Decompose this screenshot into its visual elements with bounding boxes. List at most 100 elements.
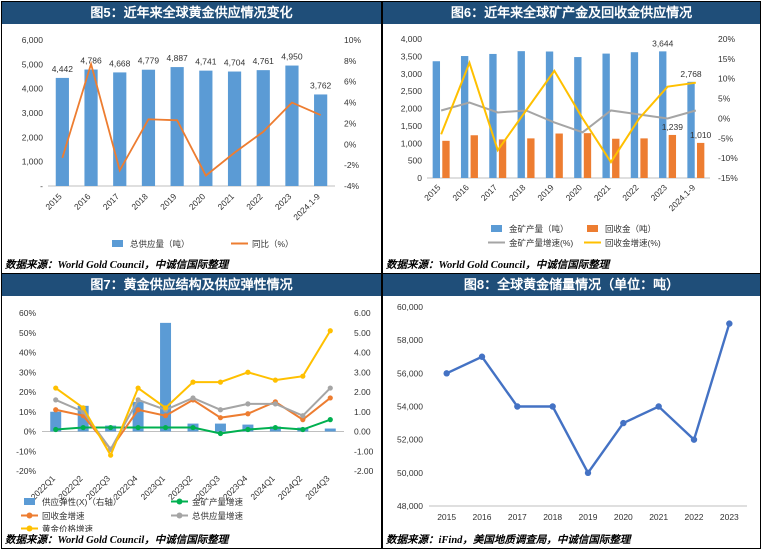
x-tick-label: 2019: [158, 191, 179, 212]
line-gold-price-growth-marker: [108, 452, 114, 458]
y2-axis-tick-label: 6%: [344, 77, 357, 87]
data-label: 4,741: [195, 57, 217, 67]
bar-recycled-gold: [612, 138, 620, 178]
data-label: 2,768: [680, 69, 702, 79]
chart-panel-fig8: 图8：全球黄金储量情况（单位：吨） 60,000 58,000 56,000 54,0…: [382, 273, 761, 549]
y2-axis-tick-label: 10%: [718, 74, 735, 84]
line-total-supply-growth-marker: [217, 407, 224, 413]
line-mine-growth-marker: [190, 424, 196, 431]
x-tick-label: 2018: [129, 191, 150, 212]
bar-total-supply: [199, 70, 213, 186]
bar-mine-production: [460, 56, 469, 179]
line-recycled-growth-marker: [300, 417, 306, 423]
line-total-supply-growth-marker: [53, 397, 59, 403]
fig7-chart: 60% 50% 40% 30% 20% 10% 0% -10% -20% 6.00 5.00 4.00…: [16, 308, 374, 532]
x-tick-label: 2022: [685, 512, 704, 522]
bar-mine-production: [687, 81, 695, 178]
reserve-point: [655, 403, 662, 410]
x-tick-label: 2020: [187, 191, 208, 212]
y2-axis-tick-label: -4%: [344, 181, 360, 191]
bar-recycled-gold: [555, 133, 563, 178]
y2-axis-tick-label: 15%: [718, 54, 735, 64]
bar-supply-elasticity: [324, 428, 336, 432]
x-tick-label: 2022: [244, 191, 265, 212]
source-note: 数据来源：World Gold Council，中诚信国际整理: [5, 535, 229, 546]
panel-title: 图7：黄金供应结构及供应弹性情况: [2, 274, 381, 296]
y-axis-tick-label: 0: [417, 173, 422, 183]
legend-mine-growth-label: 金矿产量增速(%): [509, 238, 573, 248]
line-recycled-growth-marker: [53, 407, 59, 413]
y-axis-tick-label: 0%: [24, 427, 37, 437]
line-total-supply-growth-marker: [272, 401, 278, 407]
y2-axis-tick-label: 1.00: [354, 407, 371, 417]
bar-mine-production: [659, 51, 667, 178]
x-tick-label: 2015: [437, 512, 456, 522]
legend-total-supply-growth-swatch-marker: [176, 512, 183, 519]
line-gold-price-growth-marker: [327, 328, 333, 334]
bar-total-supply: [314, 94, 328, 186]
y-axis-tick-label: 60,000: [397, 302, 423, 312]
y-axis-tick-label: 56,000: [397, 368, 423, 378]
y2-axis-tick-label: 4%: [344, 98, 357, 108]
x-tick-label: 2020: [614, 512, 633, 522]
line-recycled-growth-marker: [245, 411, 251, 417]
x-tick-label: 2023: [273, 191, 294, 212]
legend-gold-price-growth-swatch-marker: [26, 525, 33, 532]
y-axis-tick-label: 60%: [19, 308, 36, 318]
line-recycled-growth: [55, 397, 331, 451]
line-gold-price-growth-marker: [245, 369, 251, 375]
bar-total-supply: [285, 65, 299, 186]
legend-recycled-growth-label: 回收金增速(%): [605, 238, 661, 248]
line-mine-growth-marker: [108, 424, 114, 431]
line-mine-growth-marker: [245, 426, 251, 433]
line-mine-growth-marker: [217, 430, 224, 437]
y2-axis-tick-label: 6.00: [354, 308, 371, 318]
y-axis-tick-label: 48,000: [397, 501, 423, 511]
line-mine-growth: [440, 101, 697, 134]
data-label: 3,762: [310, 80, 332, 90]
bar-recycled-gold: [668, 134, 677, 178]
y2-axis-tick-label: -1.00: [354, 446, 374, 456]
x-tick-label: 2022: [620, 182, 641, 203]
y-axis-tick-label: 54,000: [397, 402, 423, 412]
legend-recycled-gold-swatch: [587, 225, 598, 232]
y-axis-tick-label: -10%: [16, 446, 36, 456]
y-axis-tick-label: 52,000: [397, 435, 423, 445]
line-total-supply-growth-marker: [245, 401, 251, 407]
x-tick-label: 2021: [592, 182, 613, 203]
y-axis-tick-label: 50%: [19, 328, 36, 338]
line-recycled-growth-marker: [327, 395, 333, 401]
bar-recycled-gold: [696, 142, 705, 178]
x-tick-label: 2015: [43, 191, 64, 212]
source-note: 数据来源：World Gold Council，中诚信国际整理: [386, 260, 610, 271]
line-gold-price-growth-marker: [300, 373, 306, 379]
reserve-point: [514, 403, 521, 410]
bar-recycled-gold: [640, 138, 648, 178]
panel-title: 图8：全球黄金储量情况（单位：吨）: [383, 274, 760, 296]
x-tick-label: 2023: [720, 512, 739, 522]
y-axis-tick-label: 58,000: [397, 335, 423, 345]
x-tick-label: 2024Q3: [303, 473, 332, 502]
y2-axis-tick-label: -2%: [344, 160, 360, 170]
line-recycled-growth: [440, 59, 696, 164]
panel-title: 图6：近年来全球矿产金及回收金供应情况: [383, 2, 760, 24]
legend-total-supply-swatch: [112, 240, 123, 247]
legend-mine-production-swatch: [491, 225, 502, 232]
line-total-supply-growth-marker: [327, 385, 333, 391]
reserve-point: [620, 419, 627, 427]
data-label: 4,887: [167, 53, 189, 63]
x-tick-label: 2023: [649, 182, 670, 203]
bar-supply-elasticity: [160, 322, 172, 432]
chart-panel-fig5: 图5：近年来全球黄金供应情况变化 6,000 5,000 4,000 3,000 2,0…: [1, 1, 382, 274]
x-tick-label: 2024Q1: [248, 473, 277, 502]
y-axis-tick-label: 2,000: [401, 104, 423, 114]
x-tick-label: 2017: [101, 191, 122, 212]
y-axis-tick-label: 3,000: [401, 69, 423, 79]
y2-axis-tick-label: 8%: [344, 56, 357, 66]
y-axis-tick-label: 40%: [19, 348, 36, 358]
source-note: 数据来源：World Gold Council，中诚信国际整理: [5, 260, 229, 271]
data-label: 4,668: [109, 58, 131, 68]
data-label: 4,950: [281, 52, 303, 62]
x-tick-label: 2024.1-9: [291, 191, 322, 222]
bar-mine-production: [489, 53, 497, 178]
